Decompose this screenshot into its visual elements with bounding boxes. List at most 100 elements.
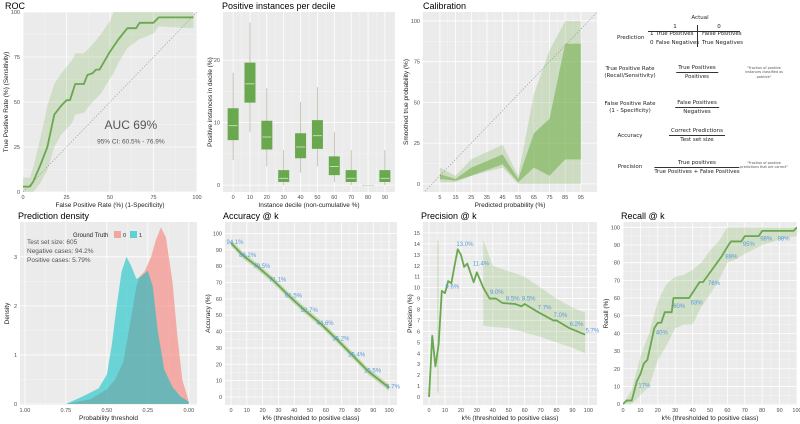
value-label: 61.5%: [285, 293, 303, 299]
y-tick-label: 70: [216, 281, 222, 287]
y-tick-label: 11: [414, 275, 420, 281]
confidence-ribbon: [437, 240, 439, 393]
y-tick-label: 40: [216, 330, 222, 336]
y-tick-label: 4: [417, 351, 420, 357]
value-label: 11.4%: [473, 262, 490, 268]
legend-title: Ground Truth: [73, 233, 108, 239]
value-label: 98%: [760, 237, 773, 243]
x-tick-label: 20: [260, 408, 266, 414]
value-label: 79.5%: [253, 264, 271, 270]
confidence-ribbon: [483, 239, 586, 354]
roc-chart: ROC 0 25 50 75 100 0 25 50 75 100 False Positive Ra…: [3, 1, 202, 209]
precision-numerator: True positives: [654, 160, 740, 168]
accuracy-chart: Accuracy @ k 0 10 20 30 40 50 60 70 80 90 100 0 10 20 3…: [205, 211, 401, 422]
matrix-hline: [648, 31, 740, 32]
y-tick-label: 75: [414, 60, 420, 66]
box-decile-60: [328, 156, 340, 176]
pred-1: 1: [650, 31, 654, 37]
y-tick-label: 10: [614, 384, 620, 390]
x-tick-label: 100: [792, 408, 800, 414]
value-label: 52.7%: [301, 308, 319, 314]
x-tick-label: 10: [244, 408, 250, 414]
y-tick-label: 3: [417, 362, 420, 368]
value-label: 7.0%: [554, 313, 568, 319]
x-tick-label: 0.75: [61, 408, 72, 414]
actual-0: 0: [717, 24, 721, 30]
tpr-label-line1: True Positive Rate: [605, 66, 655, 72]
x-tick-label: 60: [331, 195, 337, 201]
calibration-y-axis-title: Smoothed true probability (%): [403, 59, 410, 145]
x-tick-label: 40: [298, 195, 304, 201]
fpr-numerator: False Positives: [675, 100, 719, 108]
value-label: 60%: [673, 304, 686, 310]
x-tick-label: 0.25: [142, 408, 153, 414]
tpr-note: "Fraction of positive instances classifi…: [745, 66, 783, 79]
value-label: 6.2%: [570, 322, 584, 328]
x-tick-label: 10: [442, 408, 448, 414]
y-tick-label: 100: [411, 19, 420, 25]
y-tick-label: 7: [417, 318, 420, 324]
density-annotation: Positive cases: 5.79%: [27, 257, 91, 264]
matrix-vline: [697, 25, 698, 47]
value-label: 40%: [656, 330, 669, 336]
x-tick-label: 90: [370, 408, 376, 414]
y-tick-label: 30: [216, 346, 222, 352]
precision-x-axis-title: k% (thresholded to positive class): [462, 415, 559, 422]
value-label: 63%: [691, 300, 704, 306]
tpr-denominator: Positives: [684, 74, 710, 80]
value-label: 8.5%: [506, 297, 520, 303]
y-tick-label: 10: [214, 121, 220, 127]
accuracy-plot-area: [230, 239, 390, 391]
precision-title: Precision @ k: [421, 211, 477, 221]
roc-curve: [23, 16, 194, 188]
precision-plot-area: [428, 239, 586, 398]
accuracy-denominator: Test set size: [680, 137, 714, 143]
y-tick-label: 5: [417, 340, 420, 346]
y-tick-label: 0: [417, 395, 420, 401]
y-tick-label: 9: [417, 297, 420, 303]
box-decile-30: [278, 170, 290, 182]
y-tick-label: 50: [614, 314, 620, 320]
x-tick-label: 80: [553, 408, 559, 414]
y-tick-label: 80: [614, 261, 620, 267]
x-tick-label: 100: [584, 408, 593, 414]
y-tick-label: 0: [219, 395, 222, 401]
x-tick-label: 25: [63, 195, 69, 201]
y-tick-label: 14: [414, 242, 420, 248]
y-tick-label: 20: [214, 58, 220, 64]
fpr-label: False Positive Rate (1 - Specificity): [604, 101, 655, 114]
box-decile-70: [345, 170, 357, 182]
value-label: 25.4%: [348, 352, 366, 358]
y-tick-label: 20: [216, 362, 222, 368]
x-tick-label: 90: [382, 195, 388, 201]
y-tick-label: 12: [414, 264, 420, 270]
y-tick-label: 70: [614, 278, 620, 284]
y-tick-label: 0: [14, 402, 17, 408]
value-label: 44.6%: [317, 321, 335, 327]
y-tick-label: 1: [14, 353, 17, 359]
roc-y-axis-title: True Positive Rate (%) (Sensitivity): [3, 52, 10, 153]
y-tick-label: 50: [14, 100, 20, 106]
value-label: 5.7%: [386, 385, 400, 391]
y-tick-label: 15: [414, 231, 420, 237]
recall-x-axis-title: k% (thresholded to positive class): [662, 415, 759, 422]
density-chart: Prediction density 1.00 0.75 0.50 0.25 0.00 0 1…: [4, 211, 197, 422]
x-tick-label: 70: [538, 408, 544, 414]
calibration-title: Calibration: [423, 1, 466, 11]
y-tick-label: 3: [14, 255, 17, 261]
x-tick-label: 100: [385, 408, 394, 414]
y-tick-label: 0: [617, 402, 620, 408]
decile-chart: Positive instances per decile 0 10 20 30 40 50…: [207, 1, 395, 209]
y-tick-label: 100: [213, 231, 222, 237]
y-tick-label: 60: [614, 296, 620, 302]
x-tick-label: 35: [484, 195, 490, 201]
legend-entry-0: 0: [123, 233, 126, 239]
y-tick-label: 60: [216, 297, 222, 303]
x-tick-label: 40: [690, 408, 696, 414]
precision-curve: [428, 248, 586, 398]
y-tick-label: 20: [614, 367, 620, 373]
value-label: 71.1%: [269, 278, 287, 284]
y-tick-label: 40: [614, 331, 620, 337]
cell-tp: True Positives: [656, 31, 694, 37]
recall-title: Recall @ k: [621, 211, 665, 221]
